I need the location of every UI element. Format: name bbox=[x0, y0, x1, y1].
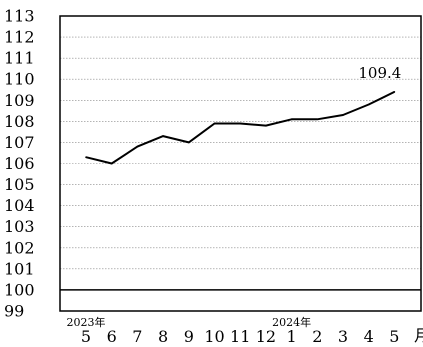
y-tick-label: 108 bbox=[4, 112, 35, 131]
y-tick-label: 109 bbox=[4, 91, 35, 110]
x-axis-unit-label: 月 bbox=[414, 326, 423, 345]
series-line bbox=[85, 91, 395, 165]
y-tick-label: 113 bbox=[4, 7, 35, 26]
data-point bbox=[290, 118, 293, 121]
y-tick-label: 110 bbox=[4, 70, 35, 89]
x-tick-label: 5 bbox=[389, 327, 399, 346]
data-point bbox=[342, 114, 344, 116]
y-tick-label: 104 bbox=[4, 196, 35, 215]
data-point bbox=[110, 162, 113, 165]
y-tick-label: 105 bbox=[4, 175, 35, 194]
x-tick-label: 3 bbox=[338, 327, 348, 346]
x-tick-label: 11 bbox=[230, 327, 250, 346]
y-tick-label: 106 bbox=[4, 154, 35, 173]
year-label: 2023年 bbox=[67, 315, 106, 329]
data-point bbox=[239, 122, 241, 125]
plot-frame bbox=[59, 15, 422, 312]
data-label-last: 109.4 bbox=[358, 64, 401, 82]
y-tick-label: 111 bbox=[4, 49, 35, 68]
data-points bbox=[85, 91, 396, 165]
data-point bbox=[213, 122, 216, 125]
x-tick-label: 12 bbox=[256, 327, 276, 346]
data-point bbox=[393, 91, 396, 93]
data-point bbox=[136, 145, 139, 148]
y-tick-label: 103 bbox=[4, 217, 35, 236]
x-tick-label: 4 bbox=[364, 327, 374, 346]
y-axis-ticks: 99 100 101 102 103 104 105 106 107 108 109 110 111 11… bbox=[4, 7, 35, 321]
x-tick-label: 1 bbox=[287, 327, 297, 346]
x-tick-label: 8 bbox=[158, 327, 168, 346]
x-axis-ticks: 5 6 7 8 9 10 11 12 1 2 3 4 5 bbox=[81, 327, 400, 346]
y-tick-label: 99 bbox=[4, 302, 24, 321]
y-tick-label: 101 bbox=[4, 259, 35, 278]
data-point bbox=[265, 124, 267, 127]
year-labels: 2023年 2024年 bbox=[67, 315, 312, 329]
y-tick-label: 107 bbox=[4, 133, 35, 152]
y-tick-label: 100 bbox=[4, 280, 35, 299]
y-tick-label: 102 bbox=[4, 238, 35, 257]
y-tick-label: 112 bbox=[4, 28, 35, 47]
data-point bbox=[162, 135, 164, 137]
year-label: 2024年 bbox=[272, 315, 311, 329]
x-tick-label: 6 bbox=[107, 327, 117, 346]
x-tick-label: 2 bbox=[312, 327, 322, 346]
data-point bbox=[316, 118, 319, 121]
x-tick-label: 9 bbox=[184, 327, 194, 346]
x-tick-label: 7 bbox=[132, 327, 142, 346]
data-point bbox=[188, 141, 190, 144]
data-point bbox=[367, 103, 370, 106]
x-tick-label: 5 bbox=[81, 327, 91, 346]
x-tick-label: 10 bbox=[204, 327, 224, 346]
data-point bbox=[85, 156, 87, 158]
grid-lines bbox=[60, 36, 421, 270]
